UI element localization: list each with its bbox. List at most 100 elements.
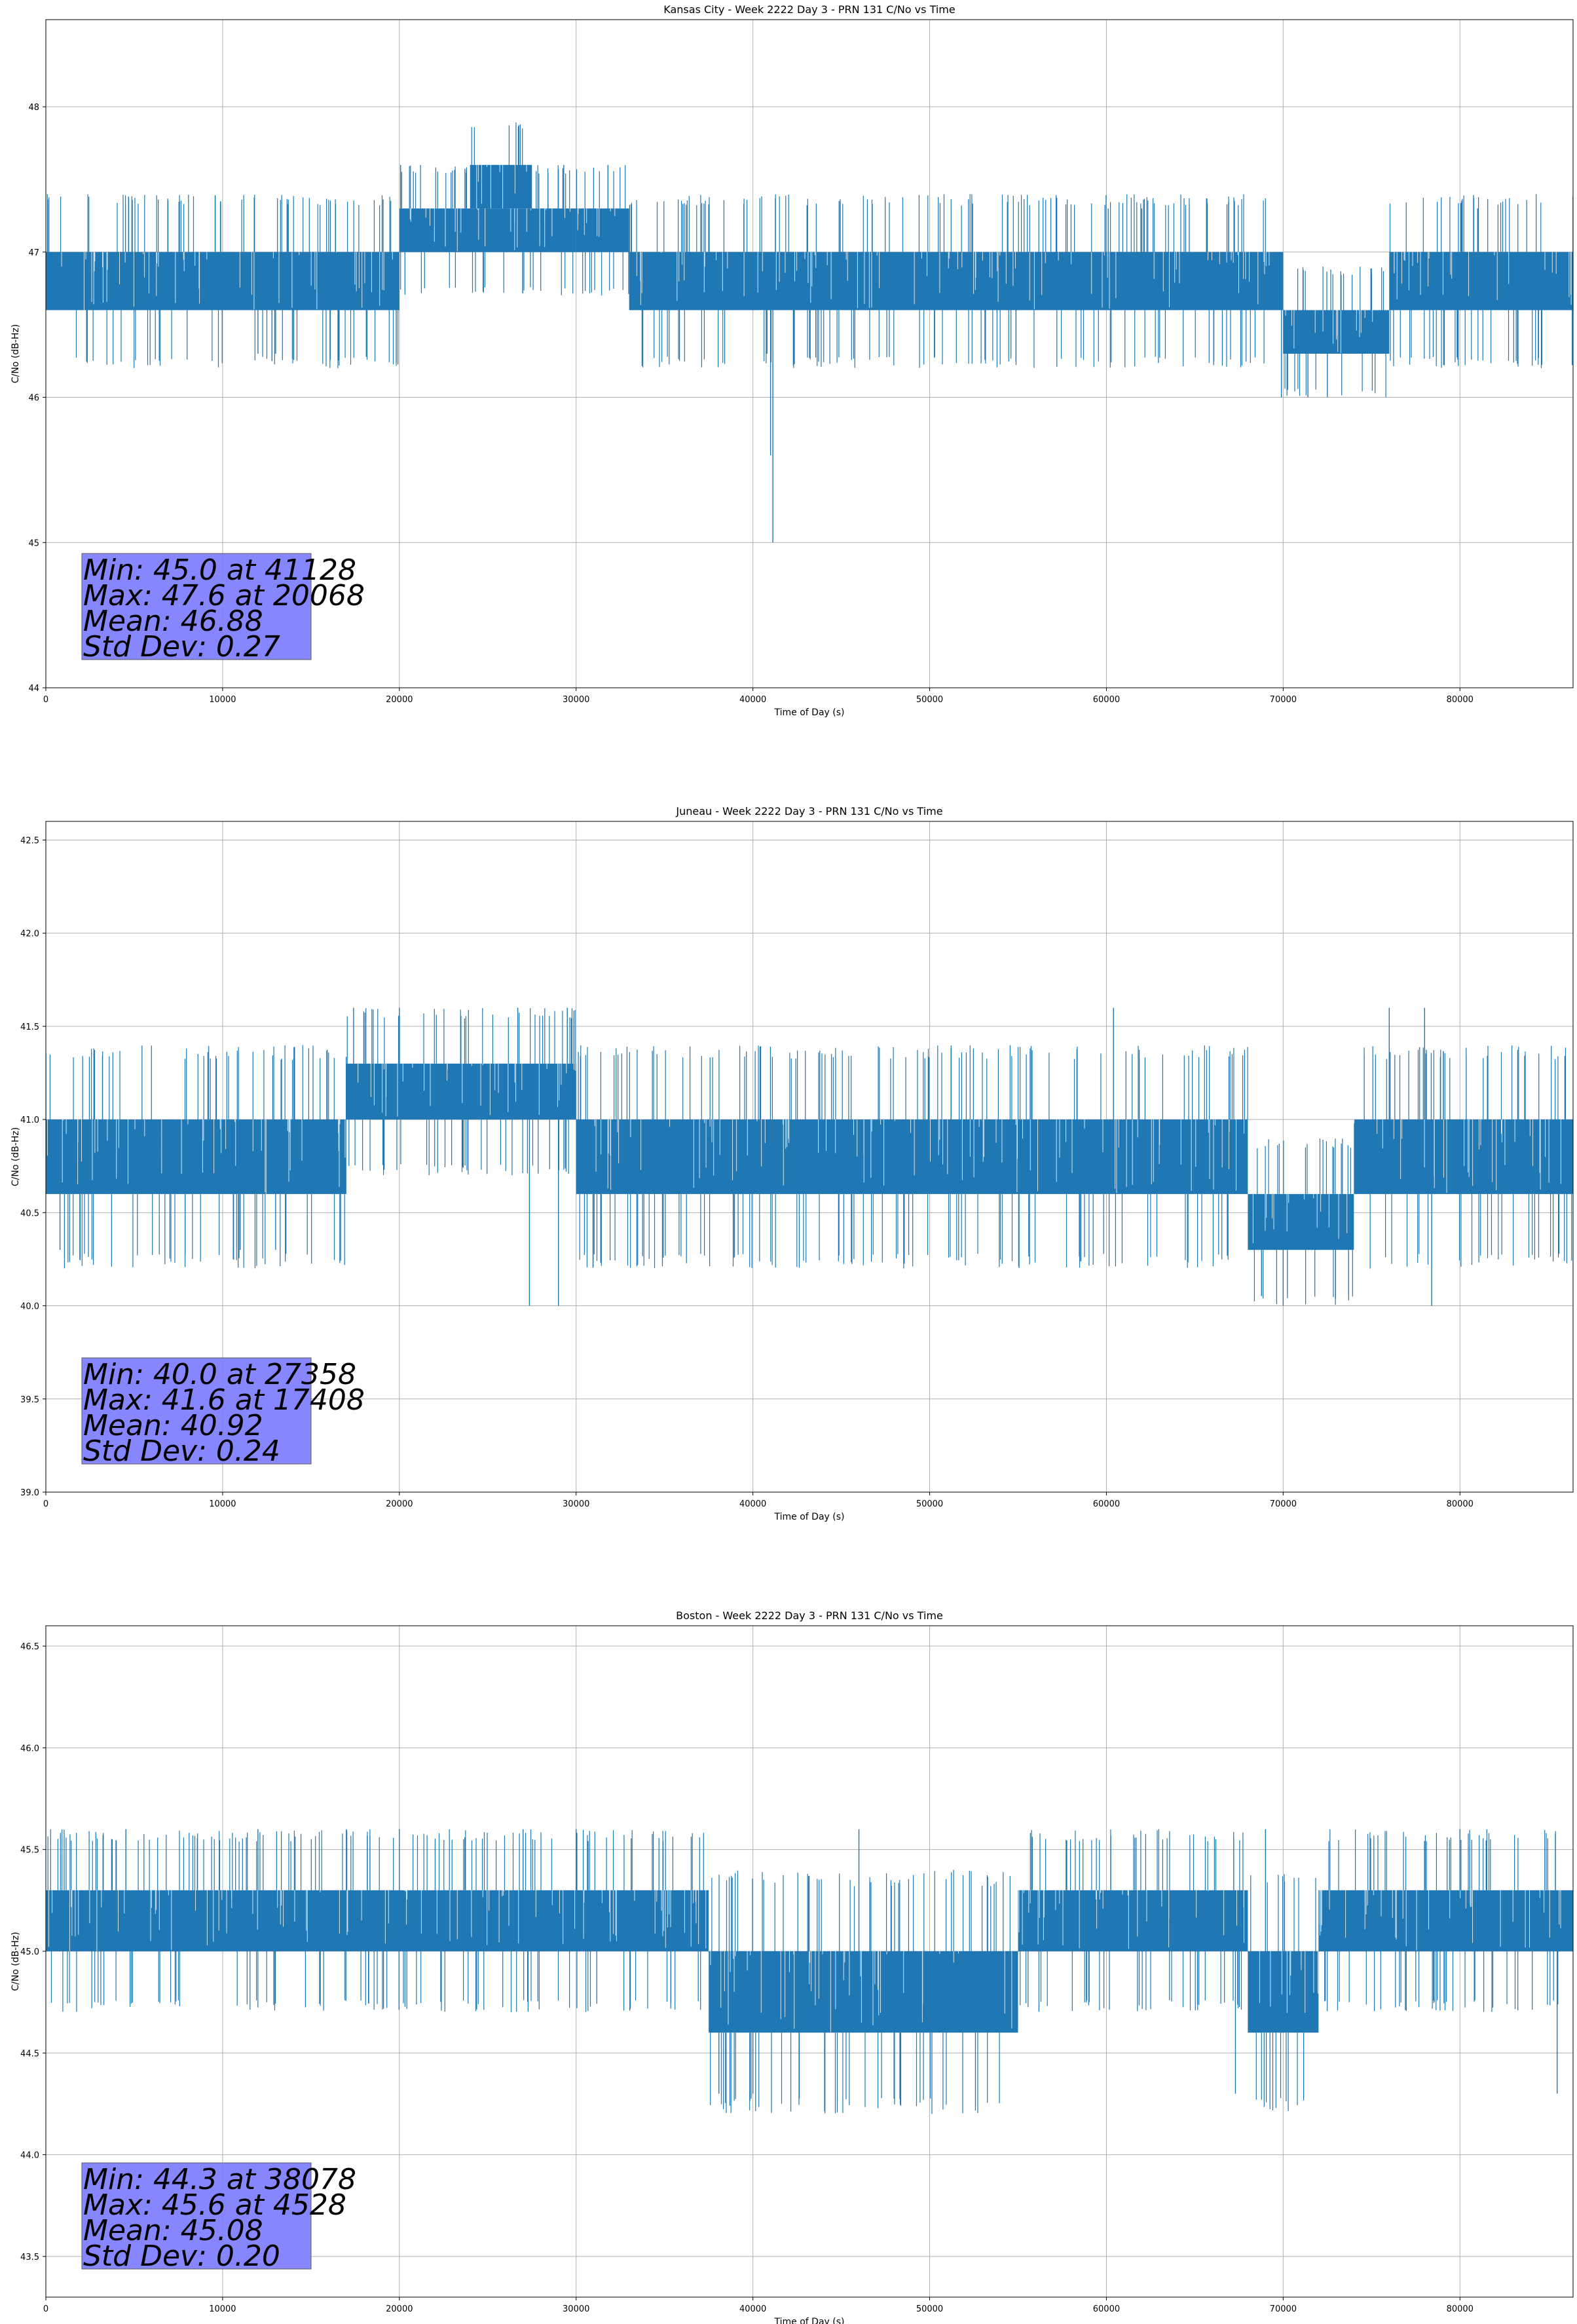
- x-tick-label: 80000: [1447, 1499, 1474, 1509]
- y-tick-label: 46: [28, 394, 39, 403]
- stats-line3: Mean: 40.92: [83, 1409, 263, 1442]
- y-tick-label: 44: [28, 684, 39, 694]
- signal-band: [346, 1063, 576, 1120]
- x-tick-label: 0: [43, 695, 48, 705]
- y-tick-label: 43.5: [20, 2253, 39, 2262]
- signal-band: [709, 1951, 1018, 2033]
- x-tick-label: 80000: [1447, 695, 1474, 705]
- y-tick-label: 40.5: [20, 1209, 39, 1218]
- signal-band: [1318, 1890, 1573, 1951]
- stats-line4: Std Dev: 0.20: [83, 2240, 280, 2273]
- x-tick-label: 40000: [739, 695, 766, 705]
- stats-line2: Max: 47.6 at 20068: [83, 579, 365, 612]
- data-series: [46, 122, 1573, 543]
- y-tick-label: 45.5: [20, 1846, 39, 1856]
- signal-band: [46, 252, 399, 310]
- y-tick-label: 42.0: [20, 929, 39, 939]
- y-tick-label: 44.0: [20, 2151, 39, 2161]
- y-axis-label: C/No (dB-Hz): [10, 1932, 21, 1991]
- y-tick-label: 39.0: [20, 1488, 39, 1498]
- x-tick-label: 60000: [1093, 1499, 1120, 1509]
- chart-title: Boston - Week 2222 Day 3 - PRN 131 C/No …: [676, 1609, 943, 1622]
- chart-title: Kansas City - Week 2222 Day 3 - PRN 131 …: [663, 3, 955, 16]
- x-axis-label: Time of Day (s): [774, 2317, 845, 2324]
- signal-band: [470, 164, 532, 209]
- x-tick-label: 0: [43, 1499, 48, 1509]
- signal-gaps: [46, 1063, 1561, 1243]
- y-tick-label: 41.0: [20, 1115, 39, 1125]
- y-tick-label: 45.0: [20, 1947, 39, 1957]
- x-tick-label: 60000: [1093, 695, 1120, 705]
- y-tick-label: 48: [28, 103, 39, 113]
- x-tick-label: 20000: [386, 695, 413, 705]
- chart-title: Juneau - Week 2222 Day 3 - PRN 131 C/No …: [675, 805, 942, 817]
- signal-gaps: [48, 1890, 1561, 2033]
- signal-gaps: [61, 164, 1572, 353]
- stats-line1: Min: 44.3 at 38078: [83, 2163, 356, 2196]
- chart-panel-1: 0 10000 20000 30000 40000 50000 60000 70000 8000…: [10, 3, 1574, 718]
- data-series: [46, 1829, 1573, 2114]
- signal-trace: [47, 1829, 1559, 2114]
- y-tick-label: 46.0: [20, 1744, 39, 1753]
- x-axis-label: Time of Day (s): [774, 1512, 845, 1522]
- signal-band: [1389, 252, 1573, 310]
- y-tick-label: 41.5: [20, 1022, 39, 1032]
- signal-band: [1248, 1193, 1354, 1250]
- signal-trace: [46, 1008, 1572, 1305]
- x-tick-label: 60000: [1093, 2304, 1120, 2314]
- stats-line2: Max: 45.6 at 4528: [83, 2188, 346, 2222]
- y-tick-label: 40.0: [20, 1302, 39, 1312]
- plot-frame: [45, 821, 1574, 1493]
- stats-line4: Std Dev: 0.24: [83, 1434, 280, 1468]
- x-tick-label: 70000: [1270, 1499, 1297, 1509]
- x-tick-label: 70000: [1270, 695, 1297, 705]
- x-tick-label: 50000: [916, 2304, 943, 2314]
- chart-panel-3: 0 10000 20000 30000 40000 50000 60000 70000 8000…: [10, 1609, 1574, 2324]
- x-tick-label: 80000: [1447, 2304, 1474, 2314]
- y-tick-label: 47: [28, 248, 39, 258]
- stats-line4: Std Dev: 0.27: [83, 630, 280, 664]
- stats-line3: Mean: 45.08: [83, 2214, 263, 2247]
- x-tick-label: 30000: [563, 2304, 589, 2314]
- y-tick-label: 42.5: [20, 836, 39, 846]
- signal-band: [1354, 1119, 1573, 1194]
- y-tick-label: 39.5: [20, 1395, 39, 1405]
- x-tick-label: 50000: [916, 1499, 943, 1509]
- signal-band: [1248, 1951, 1319, 2033]
- x-tick-label: 30000: [563, 695, 589, 705]
- x-tick-label: 40000: [739, 1499, 766, 1509]
- x-tick-label: 10000: [209, 2304, 236, 2314]
- y-tick-label: 46.5: [20, 1642, 39, 1652]
- y-axis-label: C/No (dB-Hz): [10, 324, 21, 383]
- x-tick-label: 20000: [386, 1499, 413, 1509]
- x-tick-label: 40000: [739, 2304, 766, 2314]
- stats-line2: Max: 41.6 at 17408: [83, 1383, 365, 1417]
- x-tick-label: 10000: [209, 1499, 236, 1509]
- chart-panel-2: 0 10000 20000 30000 40000 50000 60000 70000 8000…: [10, 805, 1574, 1522]
- stats-box: [81, 553, 312, 660]
- stats-line1: Min: 40.0 at 27358: [83, 1358, 356, 1391]
- x-tick-label: 10000: [209, 695, 236, 705]
- stats-box: [81, 1357, 312, 1465]
- stats-box: [81, 2162, 312, 2270]
- signal-band: [399, 208, 576, 252]
- x-tick-label: 70000: [1270, 2304, 1297, 2314]
- stats-line1: Min: 45.0 at 41128: [83, 553, 356, 587]
- signal-band: [576, 1119, 1248, 1194]
- data-series: [46, 1007, 1573, 1306]
- signal-band: [1018, 1890, 1248, 1951]
- y-tick-label: 45: [28, 538, 39, 548]
- x-tick-label: 0: [43, 2304, 48, 2314]
- x-tick-label: 50000: [916, 695, 943, 705]
- signal-band: [576, 208, 629, 252]
- y-tick-label: 44.5: [20, 2049, 39, 2059]
- x-tick-label: 30000: [563, 1499, 589, 1509]
- x-axis-label: Time of Day (s): [774, 707, 845, 718]
- y-axis-label: C/No (dB-Hz): [10, 1127, 21, 1186]
- signal-band: [629, 252, 1284, 310]
- stats-line3: Mean: 46.88: [83, 605, 263, 638]
- plot-frame: [45, 19, 1574, 688]
- x-tick-label: 20000: [386, 2304, 413, 2314]
- plot-frame: [45, 1625, 1574, 2298]
